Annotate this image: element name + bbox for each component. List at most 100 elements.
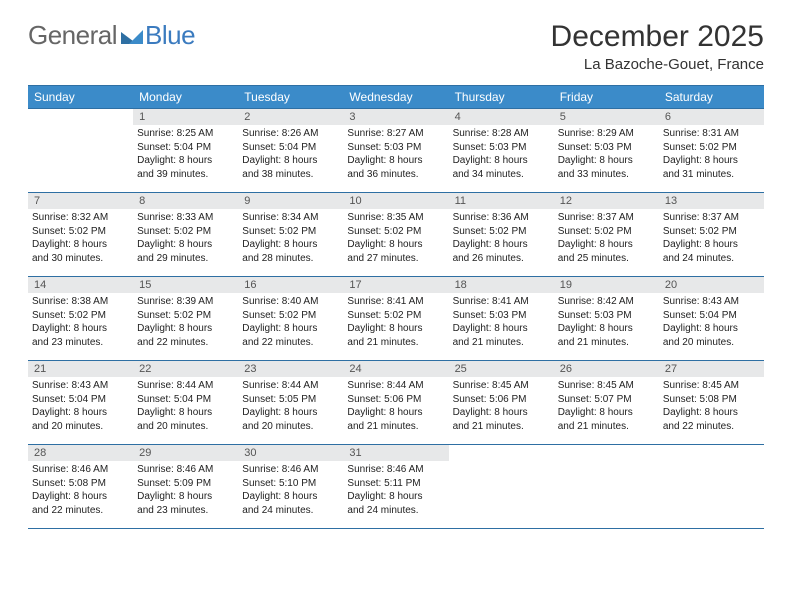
calendar-day-cell: 3Sunrise: 8:27 AMSunset: 5:03 PMDaylight… (343, 109, 448, 193)
calendar-day-cell: 23Sunrise: 8:44 AMSunset: 5:05 PMDayligh… (238, 361, 343, 445)
daylight-text: Daylight: 8 hours (242, 154, 339, 168)
day-number: 26 (554, 361, 659, 377)
sunset-text: Sunset: 5:02 PM (32, 309, 129, 323)
daylight-text: and 27 minutes. (347, 252, 444, 266)
sunrise-text: Sunrise: 8:37 AM (663, 211, 760, 225)
daylight-text: Daylight: 8 hours (558, 406, 655, 420)
day-number: 30 (238, 445, 343, 461)
daylight-text: and 28 minutes. (242, 252, 339, 266)
location-subtitle: La Bazoche-Gouet, France (551, 56, 764, 73)
sunrise-text: Sunrise: 8:34 AM (242, 211, 339, 225)
calendar-week-row: 28Sunrise: 8:46 AMSunset: 5:08 PMDayligh… (28, 445, 764, 529)
day-details: Sunrise: 8:45 AMSunset: 5:08 PMDaylight:… (659, 377, 764, 437)
sunrise-text: Sunrise: 8:25 AM (137, 127, 234, 141)
daylight-text: and 22 minutes. (242, 336, 339, 350)
calendar-week-row: 7Sunrise: 8:32 AMSunset: 5:02 PMDaylight… (28, 193, 764, 277)
daylight-text: and 20 minutes. (663, 336, 760, 350)
calendar-day-cell: 11Sunrise: 8:36 AMSunset: 5:02 PMDayligh… (449, 193, 554, 277)
calendar-day-cell: 21Sunrise: 8:43 AMSunset: 5:04 PMDayligh… (28, 361, 133, 445)
day-number: 12 (554, 193, 659, 209)
daylight-text: and 23 minutes. (32, 336, 129, 350)
day-details: Sunrise: 8:28 AMSunset: 5:03 PMDaylight:… (449, 125, 554, 185)
calendar-week-row: 1Sunrise: 8:25 AMSunset: 5:04 PMDaylight… (28, 109, 764, 193)
daylight-text: and 24 minutes. (663, 252, 760, 266)
sunset-text: Sunset: 5:02 PM (242, 225, 339, 239)
sunrise-text: Sunrise: 8:44 AM (347, 379, 444, 393)
day-number: 18 (449, 277, 554, 293)
day-number: 6 (659, 109, 764, 125)
sunset-text: Sunset: 5:05 PM (242, 393, 339, 407)
calendar-day-cell (659, 445, 764, 529)
day-details: Sunrise: 8:31 AMSunset: 5:02 PMDaylight:… (659, 125, 764, 185)
sunrise-text: Sunrise: 8:46 AM (242, 463, 339, 477)
day-details: Sunrise: 8:43 AMSunset: 5:04 PMDaylight:… (28, 377, 133, 437)
daylight-text: Daylight: 8 hours (242, 322, 339, 336)
day-number: 13 (659, 193, 764, 209)
daylight-text: Daylight: 8 hours (347, 490, 444, 504)
day-details: Sunrise: 8:46 AMSunset: 5:09 PMDaylight:… (133, 461, 238, 521)
brand-general: General (28, 20, 117, 51)
sunset-text: Sunset: 5:02 PM (347, 225, 444, 239)
calendar-day-cell: 2Sunrise: 8:26 AMSunset: 5:04 PMDaylight… (238, 109, 343, 193)
sunrise-text: Sunrise: 8:27 AM (347, 127, 444, 141)
sunrise-text: Sunrise: 8:44 AM (242, 379, 339, 393)
day-number: 19 (554, 277, 659, 293)
sunrise-text: Sunrise: 8:39 AM (137, 295, 234, 309)
calendar-day-cell: 19Sunrise: 8:42 AMSunset: 5:03 PMDayligh… (554, 277, 659, 361)
sunrise-text: Sunrise: 8:46 AM (347, 463, 444, 477)
sunset-text: Sunset: 5:04 PM (242, 141, 339, 155)
day-details: Sunrise: 8:38 AMSunset: 5:02 PMDaylight:… (28, 293, 133, 353)
sunset-text: Sunset: 5:03 PM (347, 141, 444, 155)
day-details (554, 461, 659, 467)
sunset-text: Sunset: 5:08 PM (663, 393, 760, 407)
sunset-text: Sunset: 5:02 PM (32, 225, 129, 239)
day-number: 24 (343, 361, 448, 377)
calendar-day-cell: 10Sunrise: 8:35 AMSunset: 5:02 PMDayligh… (343, 193, 448, 277)
daylight-text: Daylight: 8 hours (32, 238, 129, 252)
calendar-day-cell (449, 445, 554, 529)
sunrise-text: Sunrise: 8:37 AM (558, 211, 655, 225)
day-details: Sunrise: 8:37 AMSunset: 5:02 PMDaylight:… (554, 209, 659, 269)
sunrise-text: Sunrise: 8:41 AM (347, 295, 444, 309)
sunrise-text: Sunrise: 8:28 AM (453, 127, 550, 141)
daylight-text: Daylight: 8 hours (347, 406, 444, 420)
sunset-text: Sunset: 5:03 PM (558, 309, 655, 323)
day-details: Sunrise: 8:46 AMSunset: 5:10 PMDaylight:… (238, 461, 343, 521)
daylight-text: and 29 minutes. (137, 252, 234, 266)
calendar-day-cell: 7Sunrise: 8:32 AMSunset: 5:02 PMDaylight… (28, 193, 133, 277)
sunrise-text: Sunrise: 8:44 AM (137, 379, 234, 393)
header: General Blue December 2025 La Bazoche-Go… (28, 20, 764, 73)
sunset-text: Sunset: 5:06 PM (453, 393, 550, 407)
day-details: Sunrise: 8:26 AMSunset: 5:04 PMDaylight:… (238, 125, 343, 185)
daylight-text: Daylight: 8 hours (347, 154, 444, 168)
day-number: 11 (449, 193, 554, 209)
daylight-text: and 33 minutes. (558, 168, 655, 182)
daylight-text: and 23 minutes. (137, 504, 234, 518)
daylight-text: and 21 minutes. (558, 420, 655, 434)
daylight-text: Daylight: 8 hours (137, 322, 234, 336)
calendar-day-cell: 31Sunrise: 8:46 AMSunset: 5:11 PMDayligh… (343, 445, 448, 529)
day-number: 17 (343, 277, 448, 293)
page-title: December 2025 (551, 20, 764, 54)
calendar-day-cell: 20Sunrise: 8:43 AMSunset: 5:04 PMDayligh… (659, 277, 764, 361)
sunrise-text: Sunrise: 8:43 AM (663, 295, 760, 309)
day-details: Sunrise: 8:36 AMSunset: 5:02 PMDaylight:… (449, 209, 554, 269)
day-number: 16 (238, 277, 343, 293)
day-number: 1 (133, 109, 238, 125)
day-details: Sunrise: 8:27 AMSunset: 5:03 PMDaylight:… (343, 125, 448, 185)
sunset-text: Sunset: 5:02 PM (663, 141, 760, 155)
day-details: Sunrise: 8:33 AMSunset: 5:02 PMDaylight:… (133, 209, 238, 269)
daylight-text: and 24 minutes. (347, 504, 444, 518)
sunset-text: Sunset: 5:08 PM (32, 477, 129, 491)
day-details: Sunrise: 8:41 AMSunset: 5:02 PMDaylight:… (343, 293, 448, 353)
daylight-text: and 21 minutes. (453, 336, 550, 350)
daylight-text: Daylight: 8 hours (347, 322, 444, 336)
daylight-text: Daylight: 8 hours (453, 238, 550, 252)
day-details: Sunrise: 8:44 AMSunset: 5:05 PMDaylight:… (238, 377, 343, 437)
calendar-day-cell: 30Sunrise: 8:46 AMSunset: 5:10 PMDayligh… (238, 445, 343, 529)
day-details: Sunrise: 8:46 AMSunset: 5:11 PMDaylight:… (343, 461, 448, 521)
daylight-text: Daylight: 8 hours (242, 238, 339, 252)
daylight-text: Daylight: 8 hours (558, 238, 655, 252)
sunset-text: Sunset: 5:02 PM (137, 309, 234, 323)
day-details: Sunrise: 8:45 AMSunset: 5:07 PMDaylight:… (554, 377, 659, 437)
